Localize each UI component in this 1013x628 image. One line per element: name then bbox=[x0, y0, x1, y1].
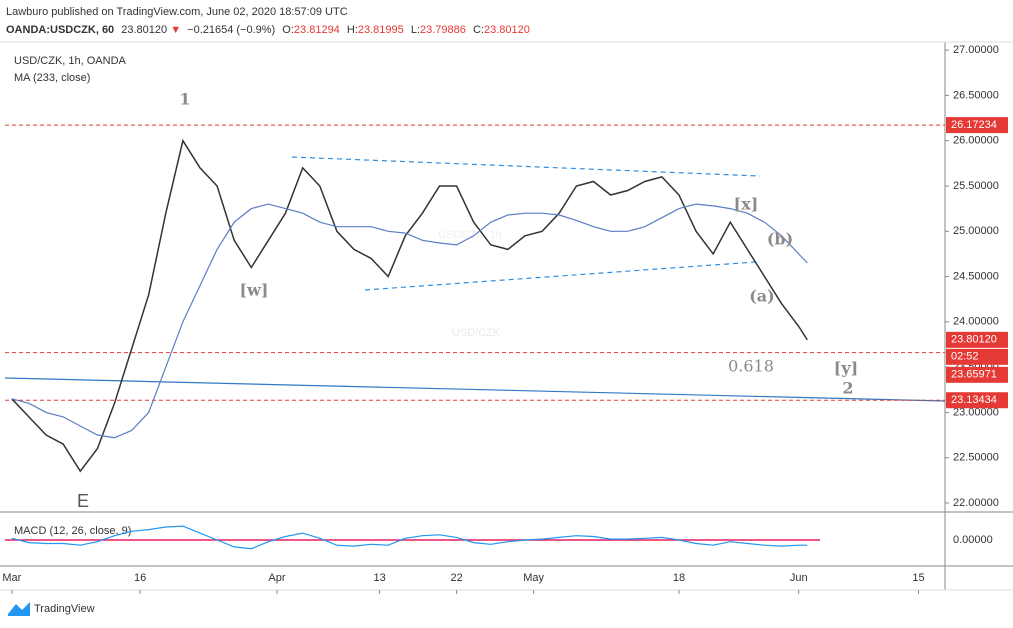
x-tick-label: May bbox=[523, 572, 544, 584]
x-tick-label: 13 bbox=[374, 572, 386, 584]
channel-line bbox=[364, 261, 756, 291]
wave-label: 1 bbox=[179, 90, 190, 109]
x-tick-label: Apr bbox=[268, 572, 285, 584]
wave-label: (b) bbox=[767, 230, 793, 249]
level-label-bg bbox=[946, 117, 1008, 134]
x-tick-label: 15 bbox=[912, 572, 924, 584]
y-tick-label: 25.50000 bbox=[953, 180, 999, 192]
ohlc-value: 23.81995 bbox=[358, 24, 404, 36]
level-label: 26.17234 bbox=[951, 119, 997, 131]
level-label-bg bbox=[946, 392, 1008, 409]
symbol: OANDA:USDCZK, 60 bbox=[6, 24, 114, 36]
y-tick-label: 22.00000 bbox=[953, 497, 999, 509]
quote-line: OANDA:USDCZK, 60 23.80120 ▼ −0.21654 (−0… bbox=[6, 24, 530, 36]
x-tick-label: 18 bbox=[673, 572, 685, 584]
y-tick-label: 0.00000 bbox=[953, 534, 993, 546]
y-tick-label: 25.00000 bbox=[953, 225, 999, 237]
wave-label: (a) bbox=[749, 287, 775, 306]
line bbox=[11, 138, 808, 473]
ohlc-value: 23.80120 bbox=[484, 24, 530, 36]
level-label: 23.65971 bbox=[951, 369, 997, 381]
wave-label: E bbox=[77, 491, 89, 511]
wave-label: [w] bbox=[240, 281, 269, 300]
line bbox=[11, 203, 808, 439]
change: −0.21654 (−0.9%) bbox=[187, 24, 275, 36]
y-tick-label: 24.00000 bbox=[953, 316, 999, 328]
x-tick-label: 22 bbox=[450, 572, 462, 584]
channel-line bbox=[291, 156, 761, 177]
wave-label: 2 bbox=[842, 379, 853, 398]
y-tick-label: 26.00000 bbox=[953, 135, 999, 147]
y-tick-label: 24.50000 bbox=[953, 270, 999, 282]
logo bbox=[8, 602, 30, 616]
watermark-symbol: USD/CZK bbox=[452, 327, 501, 339]
level-label-bg bbox=[946, 366, 1008, 383]
last: 23.80120 bbox=[121, 24, 167, 36]
arrow: ▼ bbox=[170, 24, 181, 36]
line bbox=[11, 525, 808, 550]
wave-label: 0.618 bbox=[728, 357, 774, 376]
legend-title: USD/CZK, 1h, OANDA bbox=[14, 55, 127, 67]
x-tick-label: 16 bbox=[134, 572, 146, 584]
ohlc-value: 23.81294 bbox=[294, 24, 340, 36]
trendline bbox=[4, 377, 946, 402]
y-tick-label: 26.50000 bbox=[953, 89, 999, 101]
legend-ma: MA (233, close) bbox=[14, 72, 90, 84]
level-label: 23.13434 bbox=[951, 394, 997, 406]
brand[interactable]: TradingView bbox=[34, 603, 95, 615]
countdown-label: 02:52 bbox=[951, 351, 979, 363]
countdown-label-bg bbox=[946, 348, 1008, 365]
x-tick-label: Mar bbox=[2, 572, 21, 584]
ohlc-value: 23.79886 bbox=[420, 24, 466, 36]
wave-label: [y] bbox=[834, 359, 858, 378]
ohlc-label: H: bbox=[347, 24, 358, 36]
watermark: USDCZK, 1h bbox=[438, 229, 502, 241]
macd-title: MACD (12, 26, close, 9) bbox=[14, 525, 131, 537]
ohlc-label: O: bbox=[282, 24, 294, 36]
y-tick-label: 27.00000 bbox=[953, 44, 999, 56]
x-tick-label: Jun bbox=[790, 572, 808, 584]
last-price-label-bg bbox=[946, 331, 1008, 348]
y-tick-label: 23.00000 bbox=[953, 406, 999, 418]
wave-label: [x] bbox=[734, 195, 759, 214]
y-tick-label: 22.50000 bbox=[953, 452, 999, 464]
ohlc-label: C: bbox=[473, 24, 484, 36]
ohlc-label: L: bbox=[411, 24, 420, 36]
last-price-label: 23.80120 bbox=[951, 334, 997, 346]
publisher: Lawburo published on TradingView.com, Ju… bbox=[6, 6, 348, 18]
